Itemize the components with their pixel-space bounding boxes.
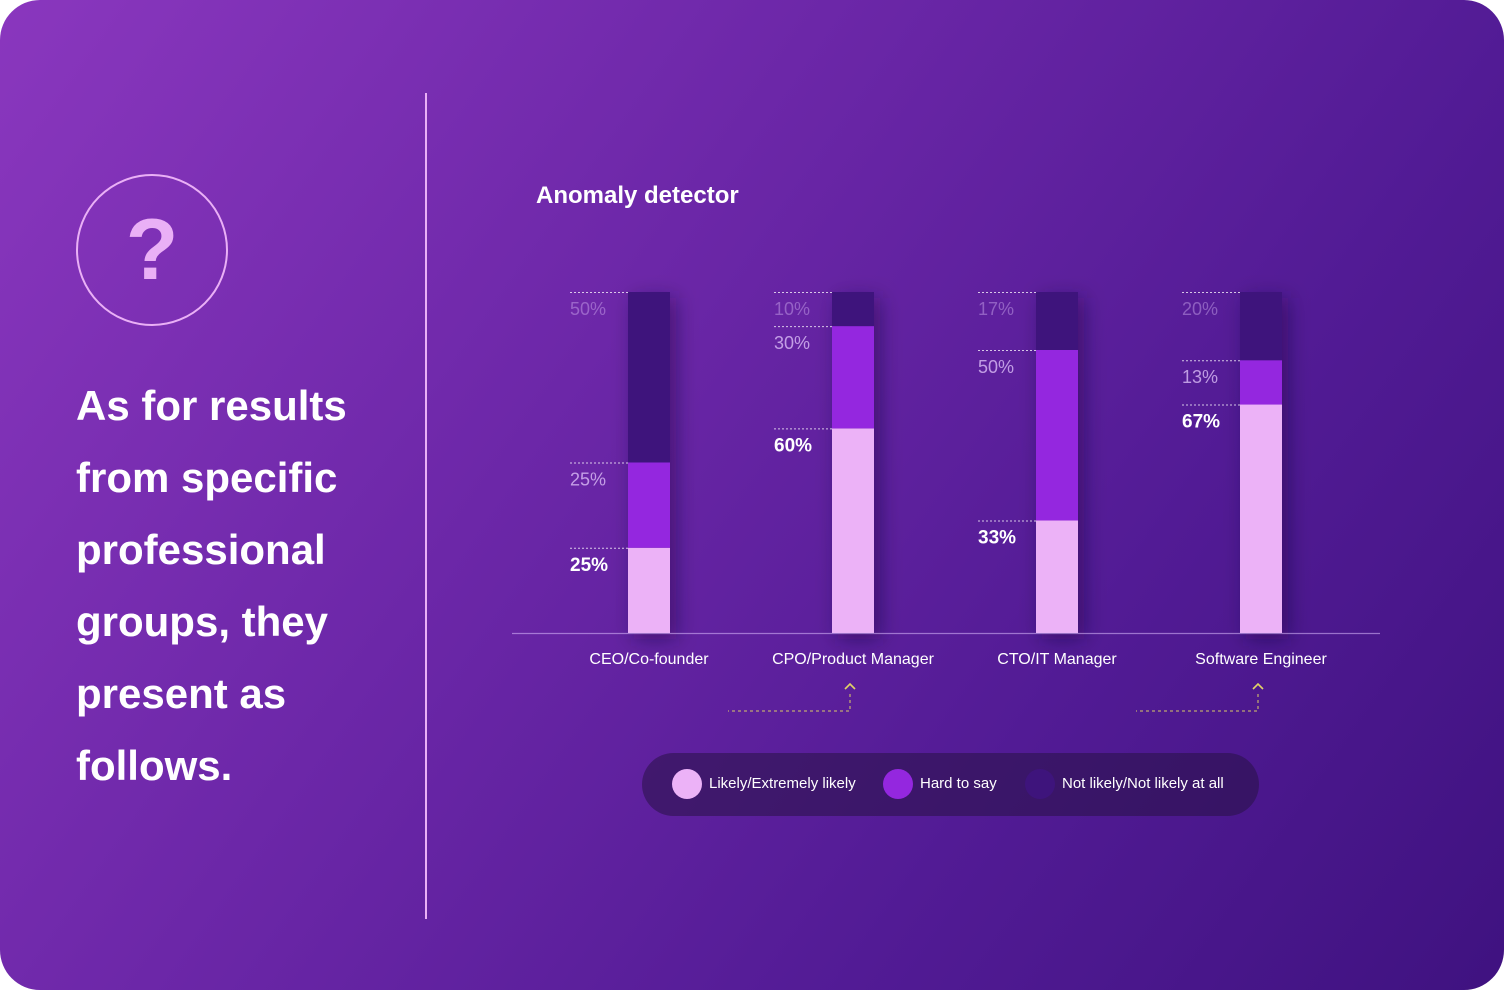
data-label: 50% bbox=[570, 299, 606, 319]
bar-segment bbox=[1240, 292, 1282, 361]
legend-label: Not likely/Not likely at all bbox=[1062, 775, 1224, 792]
data-label: 30% bbox=[774, 333, 810, 353]
data-label: 10% bbox=[774, 299, 810, 319]
data-label: 20% bbox=[1182, 299, 1218, 319]
data-label: 25% bbox=[570, 470, 606, 490]
intro-text: As for results from specific professiona… bbox=[76, 370, 396, 802]
bar-segment bbox=[1036, 349, 1078, 521]
data-label: 60% bbox=[774, 435, 812, 456]
bar-segment bbox=[1240, 404, 1282, 633]
data-label: 17% bbox=[978, 299, 1014, 319]
legend-swatch bbox=[672, 769, 702, 799]
chevron-up-icon bbox=[1252, 682, 1264, 690]
bar-segment bbox=[628, 462, 670, 548]
intro-line: from specific bbox=[76, 454, 338, 501]
data-label: 50% bbox=[978, 357, 1014, 377]
data-label: 25% bbox=[570, 555, 608, 576]
data-label: 13% bbox=[1182, 367, 1218, 387]
intro-line: groups, they bbox=[76, 598, 329, 645]
bar-segment bbox=[832, 292, 874, 327]
bar-segment bbox=[628, 292, 670, 463]
vertical-divider bbox=[425, 93, 427, 919]
highlight-connector bbox=[728, 694, 851, 712]
intro-line: As for results bbox=[76, 382, 347, 429]
chevron-up-icon bbox=[844, 682, 856, 690]
bar-segment bbox=[628, 547, 670, 633]
chart-legend: Likely/Extremely likely Hard to say Not … bbox=[642, 753, 1259, 816]
highlight-connector bbox=[1136, 694, 1259, 712]
question-circle: ? bbox=[76, 174, 228, 326]
bar-segment bbox=[1240, 360, 1282, 405]
category-label: CTO/IT Manager bbox=[997, 651, 1117, 668]
bar-segment bbox=[1036, 520, 1078, 633]
data-label: 33% bbox=[978, 527, 1016, 548]
data-label: 67% bbox=[1182, 412, 1220, 433]
category-label: Software Engineer bbox=[1195, 651, 1327, 668]
bar-segment bbox=[1036, 292, 1078, 350]
category-label: CEO/Co-founder bbox=[589, 651, 709, 668]
legend-swatch bbox=[1025, 769, 1055, 799]
chart-title: Anomaly detector bbox=[536, 182, 739, 209]
intro-line: present as bbox=[76, 670, 287, 717]
intro-line: follows. bbox=[76, 742, 233, 789]
question-mark-icon: ? bbox=[125, 202, 179, 298]
legend-label: Hard to say bbox=[920, 775, 997, 792]
legend-label: Likely/Extremely likely bbox=[709, 775, 856, 792]
bar-segment bbox=[832, 428, 874, 633]
category-label: CPO/Product Manager bbox=[772, 651, 935, 668]
legend-swatch bbox=[883, 769, 913, 799]
bar-segment bbox=[832, 326, 874, 429]
intro-line: professional bbox=[76, 526, 326, 573]
